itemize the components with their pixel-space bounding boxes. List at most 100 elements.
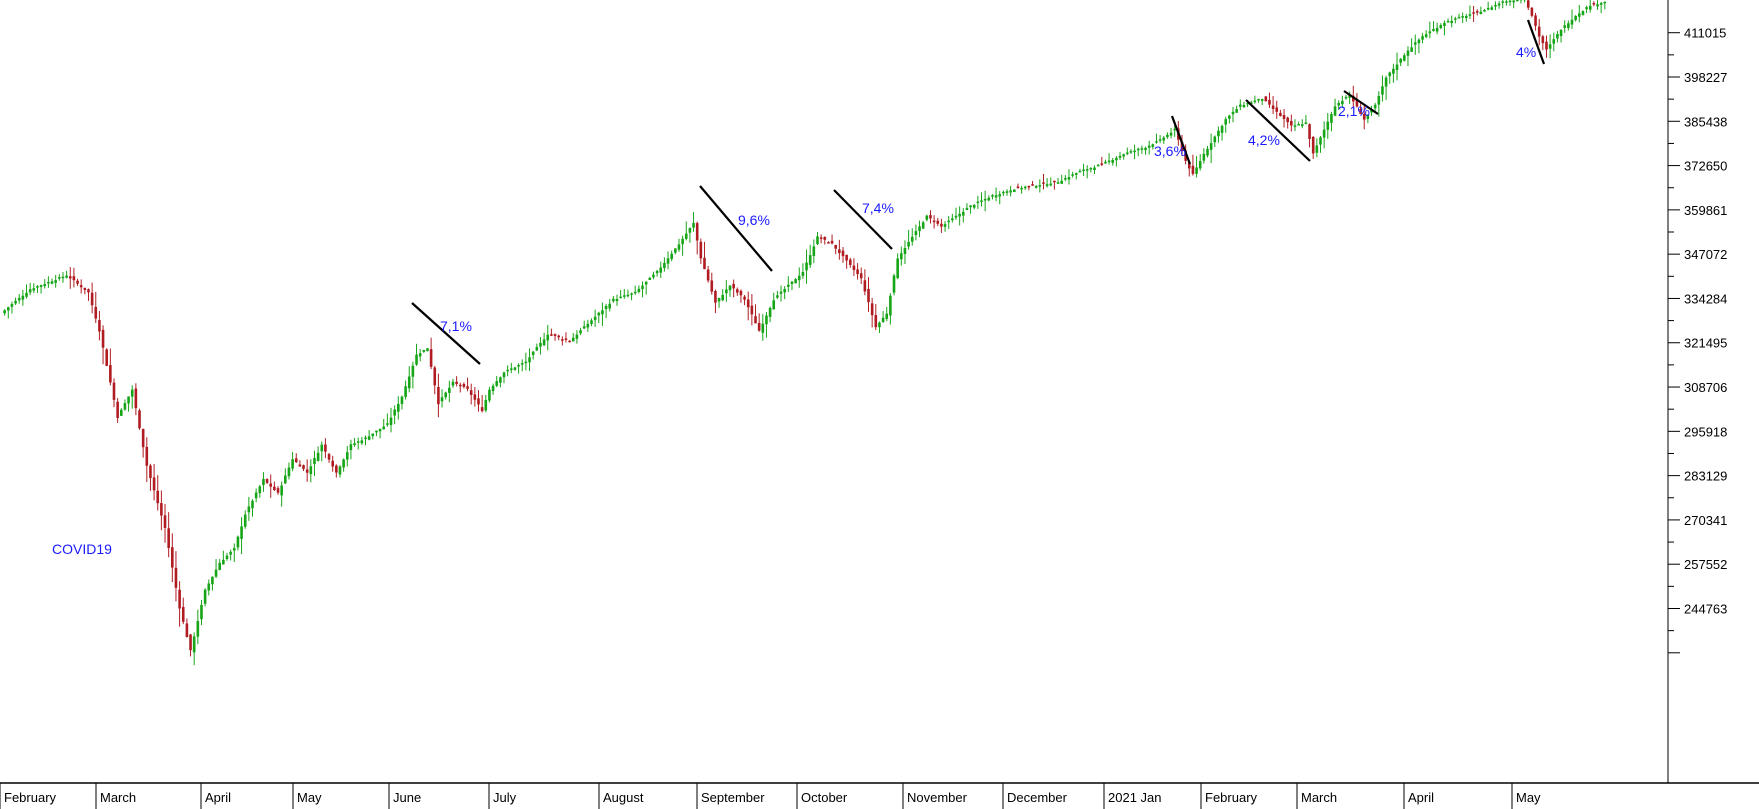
candle xyxy=(149,463,152,491)
candle xyxy=(856,263,859,280)
candle-body xyxy=(444,392,447,398)
candle-body xyxy=(604,306,608,310)
candle xyxy=(171,533,174,583)
candle-body xyxy=(918,226,921,231)
candle-body xyxy=(360,440,364,444)
candle xyxy=(1169,127,1173,139)
candle-body xyxy=(768,308,772,317)
candle-body xyxy=(659,267,663,273)
candle xyxy=(1454,16,1457,24)
candle xyxy=(32,283,36,294)
y-tick-label: 321495 xyxy=(1684,336,1727,351)
trend-line xyxy=(411,302,481,365)
candle-body xyxy=(192,636,196,653)
candle-body xyxy=(105,349,109,366)
candle xyxy=(980,192,983,207)
candle-body xyxy=(940,223,943,227)
candle xyxy=(152,464,156,501)
candle-body xyxy=(765,315,768,325)
candle xyxy=(291,452,294,472)
candle xyxy=(972,204,976,210)
candle-body xyxy=(1016,186,1020,188)
candle-body xyxy=(109,365,112,383)
candle xyxy=(1064,175,1067,182)
candle-body xyxy=(524,361,528,364)
candle xyxy=(1552,32,1556,52)
candle xyxy=(371,433,375,440)
candle xyxy=(848,257,852,268)
candle-body xyxy=(342,459,345,468)
candle-body xyxy=(367,436,371,440)
candle-body xyxy=(378,428,382,432)
candle xyxy=(353,437,356,447)
x-month-label: October xyxy=(801,790,848,805)
candle xyxy=(1122,153,1125,160)
candle xyxy=(998,190,1002,205)
candle-body xyxy=(848,259,852,265)
candle-body xyxy=(1206,148,1209,156)
candle xyxy=(706,265,710,283)
candle-body xyxy=(1548,44,1552,49)
candle-body xyxy=(291,459,294,469)
candle xyxy=(925,214,929,222)
candle xyxy=(181,597,185,625)
candle xyxy=(528,348,531,371)
candle xyxy=(619,290,622,299)
candle-body xyxy=(779,291,783,294)
candle-body xyxy=(1071,174,1074,176)
candle xyxy=(801,263,805,279)
candle xyxy=(444,391,447,400)
candle-body xyxy=(1049,183,1053,186)
candle xyxy=(1588,0,1592,13)
candle-body xyxy=(805,262,808,271)
candle xyxy=(1450,15,1454,28)
candle-body xyxy=(1428,31,1432,34)
candle xyxy=(1034,185,1038,189)
y-tick-label: 283129 xyxy=(1684,469,1727,484)
x-month-label: June xyxy=(393,790,421,805)
candle xyxy=(550,328,553,337)
y-tick-label: 398227 xyxy=(1684,70,1727,85)
candle xyxy=(666,251,670,270)
candle xyxy=(305,459,309,482)
candle-body xyxy=(896,258,899,279)
candle xyxy=(1530,6,1534,18)
candle-body xyxy=(313,458,316,465)
candle-body xyxy=(1377,95,1381,105)
candle xyxy=(1155,133,1158,144)
candle-body xyxy=(76,280,79,284)
candle xyxy=(1074,172,1078,180)
candle-body xyxy=(787,284,790,287)
candle xyxy=(1242,101,1246,108)
candle xyxy=(615,294,619,306)
candle xyxy=(1344,94,1348,100)
candle xyxy=(1264,96,1268,102)
candle xyxy=(1461,12,1464,23)
candle xyxy=(808,244,812,268)
candle xyxy=(568,340,571,343)
candle-body xyxy=(1111,159,1115,163)
candle xyxy=(1464,13,1468,22)
candle xyxy=(440,389,444,408)
candle xyxy=(448,380,451,403)
candle xyxy=(1403,53,1406,62)
candle xyxy=(1468,5,1472,19)
candle xyxy=(1093,165,1096,174)
candle xyxy=(262,472,265,492)
candle-body xyxy=(72,276,76,281)
candle-body xyxy=(907,241,910,247)
candle xyxy=(900,246,903,266)
candle xyxy=(240,517,243,554)
candle-body xyxy=(1461,16,1464,18)
candle xyxy=(316,446,320,462)
candle xyxy=(1548,34,1552,59)
candle-body xyxy=(1497,3,1501,6)
candle xyxy=(823,236,827,245)
candle-body xyxy=(1541,36,1545,44)
y-tick-label: 308706 xyxy=(1684,380,1727,395)
candle-body xyxy=(601,310,604,315)
candle xyxy=(287,462,291,480)
candle xyxy=(768,306,772,323)
candle xyxy=(185,618,189,638)
x-month-label: March xyxy=(1301,790,1337,805)
